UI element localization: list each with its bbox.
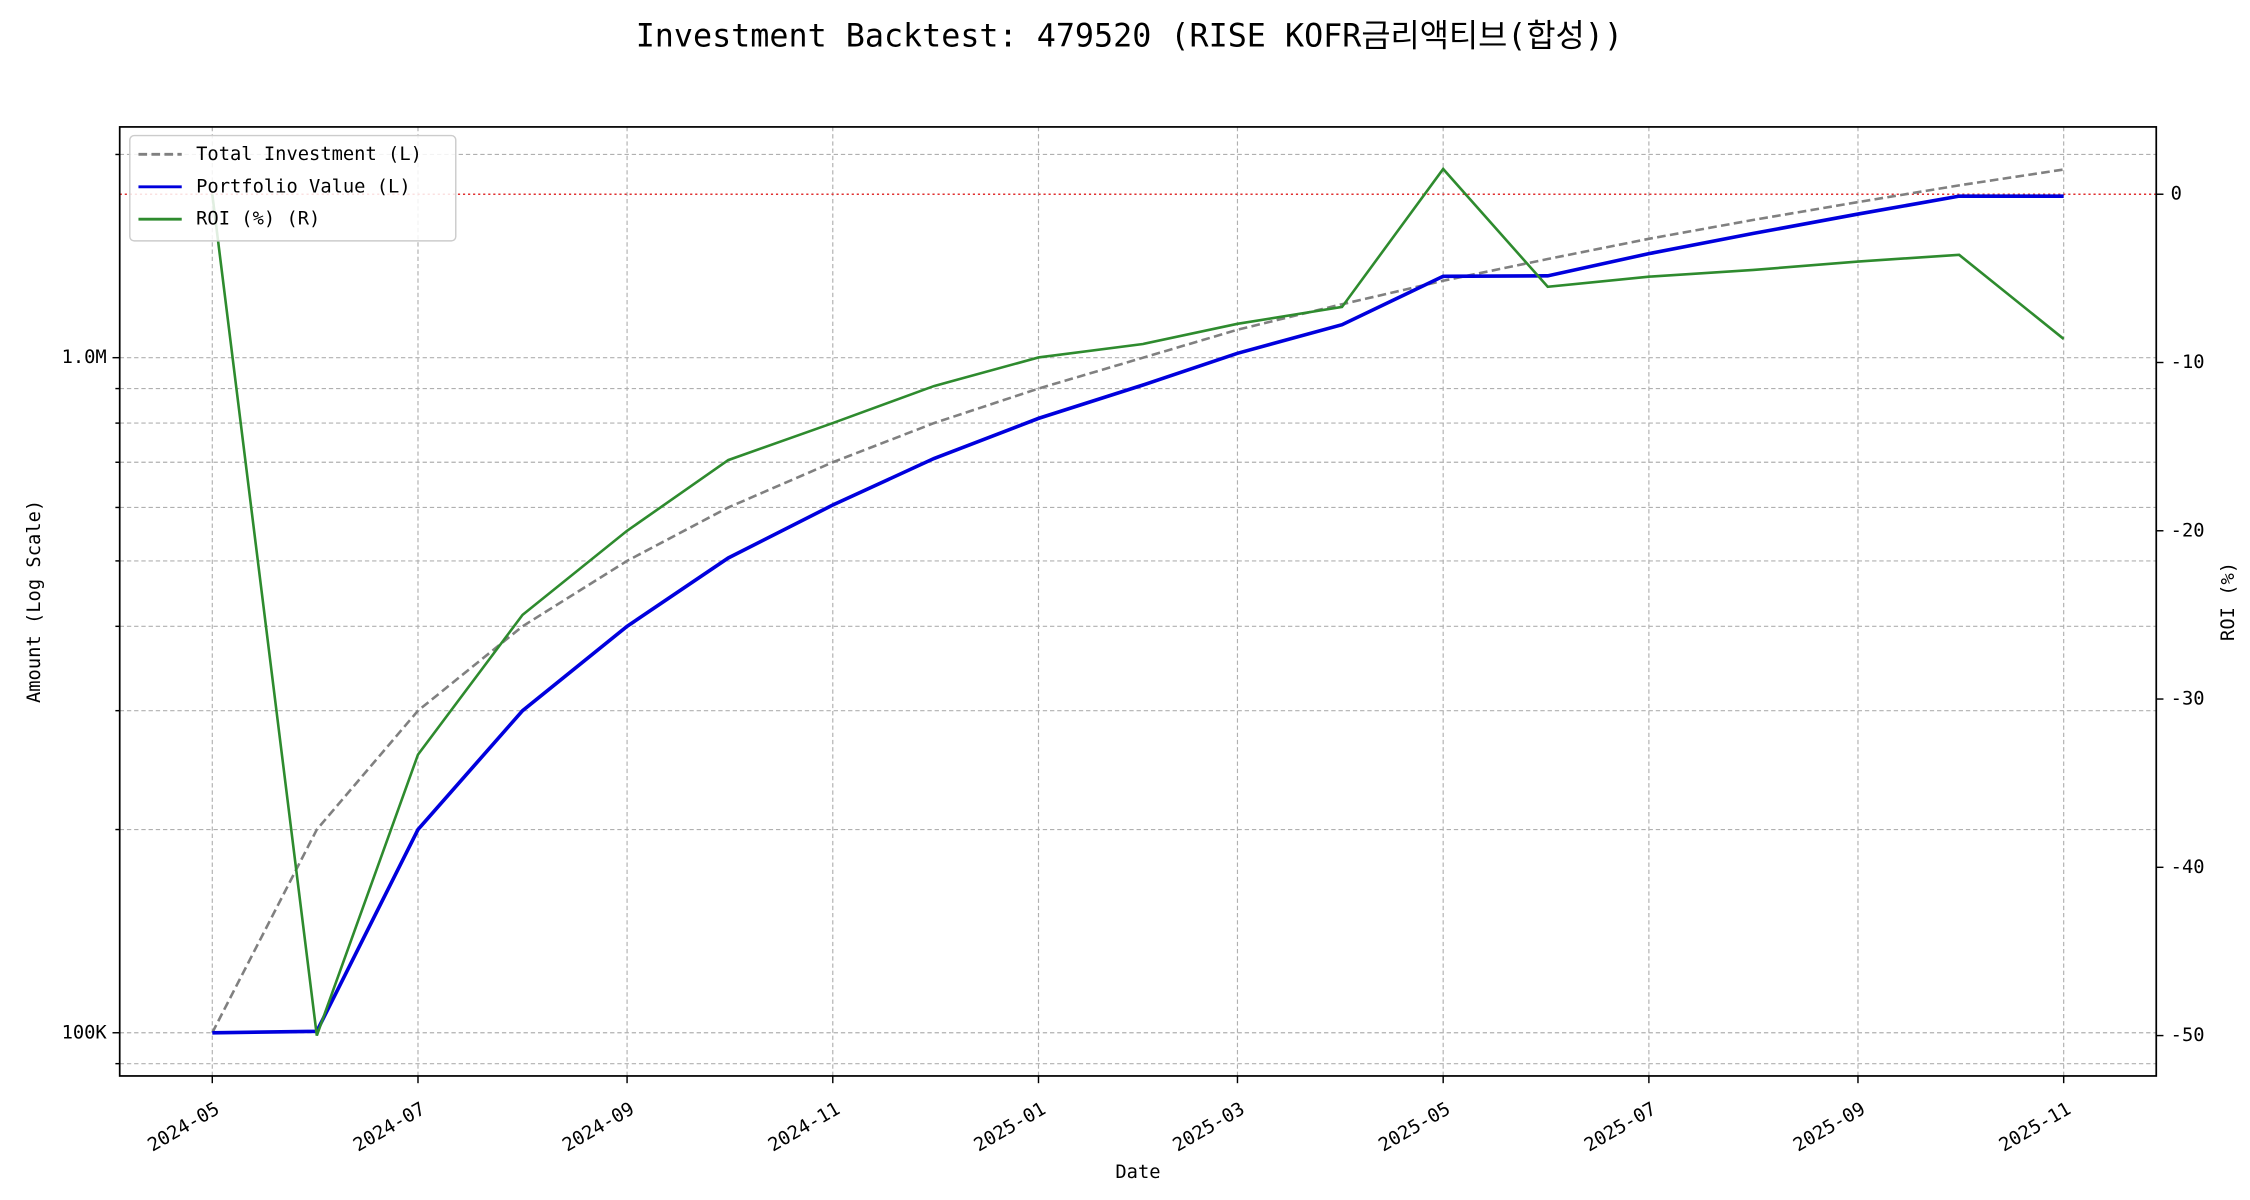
x-tick-label: 2025-01 [971, 1099, 1050, 1157]
plot-frame [118, 126, 2158, 1077]
series-line [211, 168, 2064, 1034]
legend-label: Portfolio Value (L) [196, 176, 410, 197]
y2-tick-label: -50 [2171, 1025, 2205, 1046]
x-tick-label: 2025-05 [1375, 1099, 1454, 1157]
x-tick-label: 2025-11 [1996, 1099, 2075, 1157]
y2-tick-label: -20 [2171, 520, 2205, 541]
y-axis-label: Amount (Log Scale) [24, 500, 45, 703]
legend-label: Total Investment (L) [196, 144, 422, 165]
x-tick-label: 2025-09 [1790, 1099, 1869, 1157]
series-line [210, 166, 2065, 1037]
x-tick-label: 2025-03 [1170, 1099, 1249, 1157]
y-tick-label: 100K [62, 1022, 108, 1043]
y2-axis-label: ROI (%) [2218, 562, 2239, 641]
y-tick-label: 1.0M [62, 347, 107, 368]
x-tick-label: 2024-11 [765, 1099, 844, 1157]
series-line [212, 194, 2064, 1035]
y2-tick-label: -40 [2171, 857, 2205, 878]
x-tick-label: 2024-09 [559, 1099, 638, 1157]
x-axis-label: Date [1115, 1162, 1160, 1183]
x-tick-label: 2024-05 [144, 1099, 223, 1157]
x-tick-label: 2024-07 [350, 1099, 429, 1157]
x-tick-label: 2025-07 [1581, 1099, 1660, 1157]
legend-box [129, 134, 457, 242]
y2-tick-label: -10 [2171, 352, 2205, 373]
y2-tick-label: -30 [2171, 689, 2205, 710]
legend: Total Investment (L) Portfolio Value (L) R… [129, 134, 457, 242]
y2-tick-label: 0 [2171, 184, 2182, 205]
chart-title: Investment Backtest: 479520 (RISE KOFR금리… [636, 19, 1623, 55]
legend-label: ROI (%) (R) [196, 209, 320, 230]
